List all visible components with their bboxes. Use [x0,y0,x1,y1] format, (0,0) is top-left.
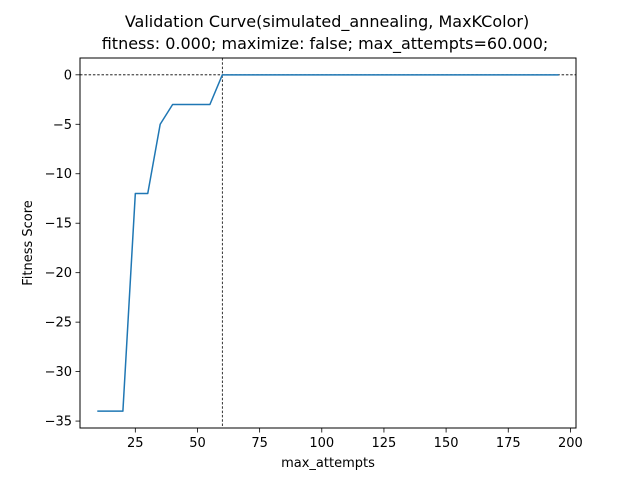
y-tick-label: −25 [45,316,72,331]
series-line-0 [97,74,559,412]
x-tick-label: 100 [309,436,334,451]
x-axis-ticks: 25 50 75 100 125 150 175 200 [127,428,583,451]
y-tick-label: −10 [45,167,72,182]
plot-frame [79,57,577,429]
x-tick-label: 50 [189,436,206,451]
chart-title: Validation Curve(simulated_annealing, Ma… [125,12,529,32]
y-tick-label: −20 [45,266,72,281]
series-layer [97,74,559,412]
chart-subtitle: fitness: 0.000; maximize: false; max_att… [102,34,549,54]
x-tick-label: 25 [127,436,144,451]
y-tick-label: −35 [45,415,72,430]
x-tick-label: 175 [496,436,521,451]
x-tick-label: 75 [251,436,268,451]
y-axis-ticks: 0 −5 −10 −15 −20 −25 −30 −35 [45,68,80,430]
x-tick-label: 150 [434,436,459,451]
y-tick-label: −5 [53,118,72,133]
x-tick-label: 125 [372,436,397,451]
y-tick-label: −30 [45,365,72,380]
y-tick-label: −15 [45,217,72,232]
x-tick-label: 200 [558,436,583,451]
y-tick-label: 0 [64,68,72,83]
reference-lines [80,58,576,428]
y-axis-label: Fitness Score [21,200,36,286]
x-axis-label: max_attempts [281,456,375,471]
